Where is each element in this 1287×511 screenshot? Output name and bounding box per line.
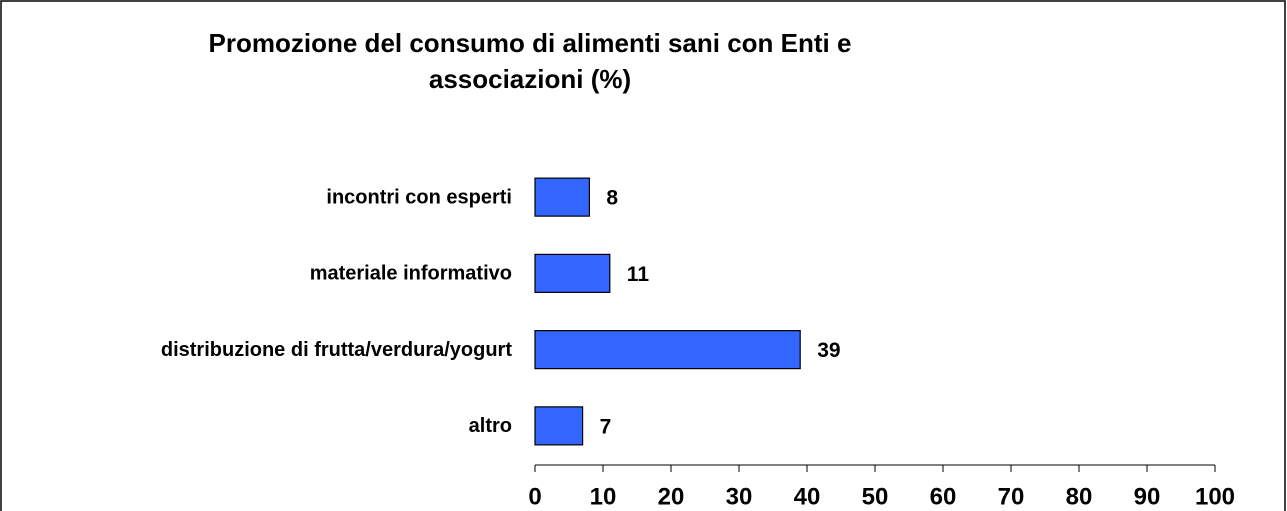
x-tick-label: 0: [528, 483, 541, 510]
x-tick-label: 70: [998, 483, 1025, 510]
x-tick-label: 100: [1195, 483, 1235, 510]
value-label: 8: [606, 187, 618, 210]
chart-title: associazioni (%): [429, 64, 631, 94]
y-tick-label: materiale informativo: [310, 263, 512, 285]
y-tick-label: incontri con esperti: [326, 186, 512, 208]
bar: [534, 330, 801, 370]
value-label: 7: [600, 415, 612, 438]
y-tick-label: distribuzione di frutta/verdura/yogurt: [161, 339, 512, 361]
x-tick-label: 80: [1066, 483, 1093, 510]
y-tick-label: altro: [469, 415, 512, 437]
chart-title: Promozione del consumo di alimenti sani …: [209, 28, 852, 58]
x-tick-label: 90: [1134, 483, 1161, 510]
x-tick-label: 10: [590, 483, 617, 510]
bar: [534, 177, 591, 217]
x-tick-label: 20: [658, 483, 685, 510]
x-tick-label: 30: [726, 483, 753, 510]
value-label: 39: [817, 339, 840, 362]
x-tick-label: 40: [794, 483, 821, 510]
bar: [534, 253, 611, 293]
x-tick-label: 50: [862, 483, 889, 510]
bar: [534, 406, 584, 446]
value-label: 11: [627, 263, 650, 286]
x-tick-label: 60: [930, 483, 957, 510]
